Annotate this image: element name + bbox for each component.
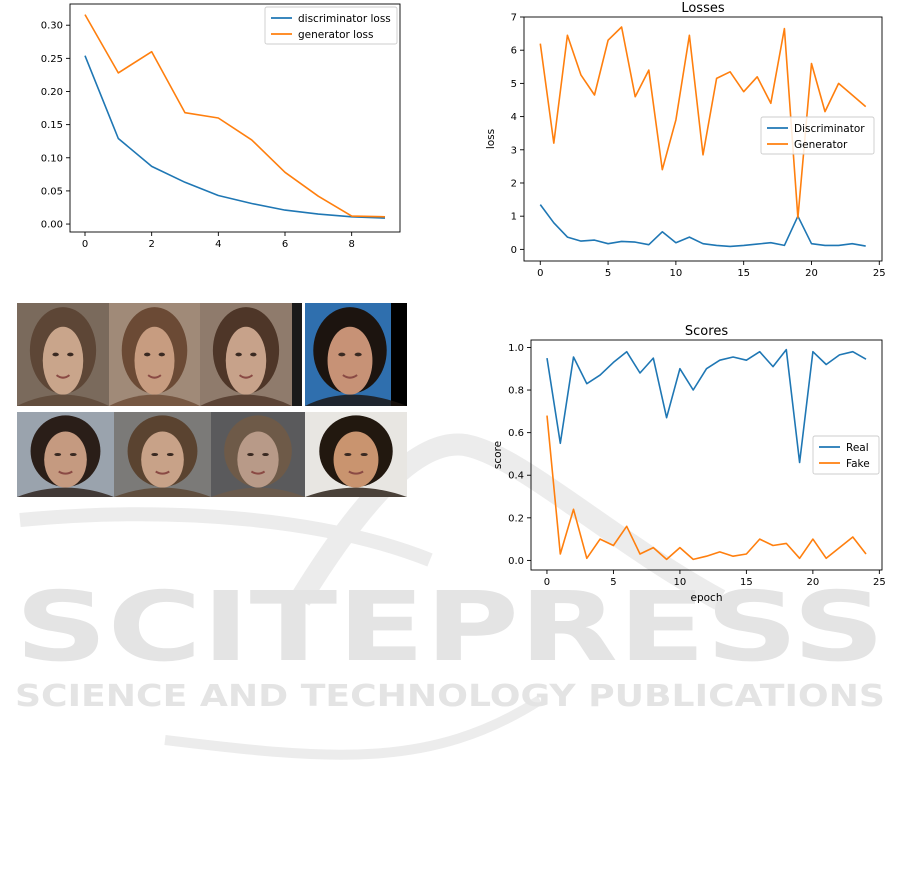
y-tick-label: 0.10 — [41, 153, 63, 164]
generated-face-image — [114, 412, 211, 497]
legend-box — [812, 435, 880, 475]
y-tick-label: 0.6 — [508, 428, 524, 439]
plot-frame — [523, 16, 883, 262]
y-tick-label: 1.0 — [508, 343, 524, 354]
x-tick-label: 8 — [348, 239, 354, 250]
legend-entry: Fake — [846, 458, 870, 470]
y-tick-label: 6 — [511, 46, 517, 57]
legend-entry: discriminator loss — [298, 13, 391, 25]
legend-entry: Real — [846, 442, 869, 454]
legend: Real Fake — [812, 435, 880, 475]
x-tick-label: 15 — [740, 577, 753, 588]
series-line-generator-loss — [84, 14, 386, 218]
x-axis-label: epoch — [691, 592, 723, 604]
y-tick-label: 0.2 — [508, 513, 524, 524]
y-axis-label: loss — [485, 129, 497, 149]
watermark-title: SCITEPRESS — [15, 571, 885, 683]
generated-face-image — [17, 412, 114, 497]
x-tick-label: 6 — [282, 239, 288, 250]
y-tick-label: 5 — [511, 79, 517, 90]
x-tick-label: 5 — [605, 268, 611, 279]
y-tick-label: 0.30 — [41, 21, 63, 32]
legend: Discriminator Generator — [760, 116, 875, 155]
x-tick-label: 10 — [674, 577, 687, 588]
y-tick-label: 0.25 — [41, 54, 63, 65]
legend-box — [760, 116, 875, 155]
y-tick-label: 0 — [511, 245, 517, 256]
y-tick-label: 0.20 — [41, 87, 63, 98]
x-tick-label: 4 — [215, 239, 221, 250]
generated-face-image — [200, 303, 292, 406]
y-axis-label: score — [492, 441, 504, 469]
series-line-discriminator-loss — [84, 55, 386, 219]
y-tick-label: 2 — [511, 178, 517, 189]
x-tick-label: 2 — [148, 239, 154, 250]
chart-title: Losses — [681, 1, 725, 16]
y-tick-label: 0.0 — [508, 556, 524, 567]
y-tick-label: 3 — [511, 145, 517, 156]
x-tick-label: 10 — [670, 268, 683, 279]
y-tick-label: 7 — [511, 13, 517, 24]
y-tick-label: 0.00 — [41, 220, 63, 231]
x-tick-label: 15 — [737, 268, 750, 279]
x-tick-label: 5 — [610, 577, 616, 588]
generated-face-image — [211, 412, 305, 497]
legend-box — [264, 6, 398, 45]
legend: discriminator loss generator loss — [264, 6, 398, 45]
y-tick-label: 0.15 — [41, 120, 63, 131]
real-face-image — [305, 412, 407, 497]
plot-frame — [530, 339, 883, 571]
real-face-image — [305, 303, 407, 406]
x-tick-label: 25 — [873, 268, 886, 279]
generated-face-image — [109, 303, 200, 406]
chart-title: Scores — [685, 324, 728, 339]
x-tick-label: 20 — [805, 268, 818, 279]
legend-entry: generator loss — [298, 29, 373, 41]
x-tick-label: 20 — [806, 577, 819, 588]
watermark-subtitle: SCIENCE AND TECHNOLOGY PUBLICATIONS — [15, 679, 885, 714]
x-tick-label: 25 — [873, 577, 886, 588]
legend-entry: Generator — [794, 139, 848, 151]
x-tick-label: 0 — [537, 268, 543, 279]
plot-frame — [69, 3, 401, 233]
legend-entry: Discriminator — [794, 123, 865, 135]
y-tick-label: 0.8 — [508, 386, 524, 397]
x-tick-label: 0 — [82, 239, 88, 250]
y-tick-label: 1 — [511, 212, 517, 223]
y-tick-label: 0.05 — [41, 186, 63, 197]
x-tick-label: 0 — [544, 577, 550, 588]
generated-face-image — [17, 303, 109, 406]
y-tick-label: 4 — [511, 112, 517, 123]
watermark-swoosh-icon — [19, 433, 726, 760]
y-tick-label: 0.4 — [508, 471, 524, 482]
